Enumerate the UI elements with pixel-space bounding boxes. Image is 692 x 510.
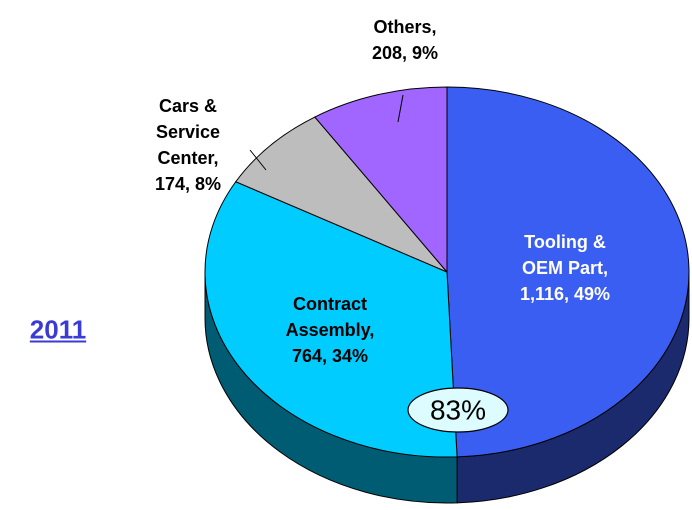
data-label: Others, 208, 9% bbox=[371, 17, 439, 63]
slice bbox=[314, 86, 448, 274]
data-label: Tooling & OEM Part, 1,116, 49% bbox=[519, 232, 611, 304]
slices bbox=[204, 86, 690, 504]
annotation-bubble bbox=[407, 387, 509, 433]
slice bbox=[234, 116, 448, 273]
data-label: Cars & Service Center, 174, 8% bbox=[154, 96, 222, 194]
data-label: Contract Assembly, 764, 34% bbox=[285, 294, 375, 366]
leader-line bbox=[397, 94, 404, 123]
annotation: 83% bbox=[430, 394, 486, 425]
leader-line bbox=[249, 149, 267, 171]
chart-title: 2011 bbox=[29, 314, 87, 345]
slice bbox=[446, 86, 690, 458]
slice bbox=[204, 181, 458, 458]
